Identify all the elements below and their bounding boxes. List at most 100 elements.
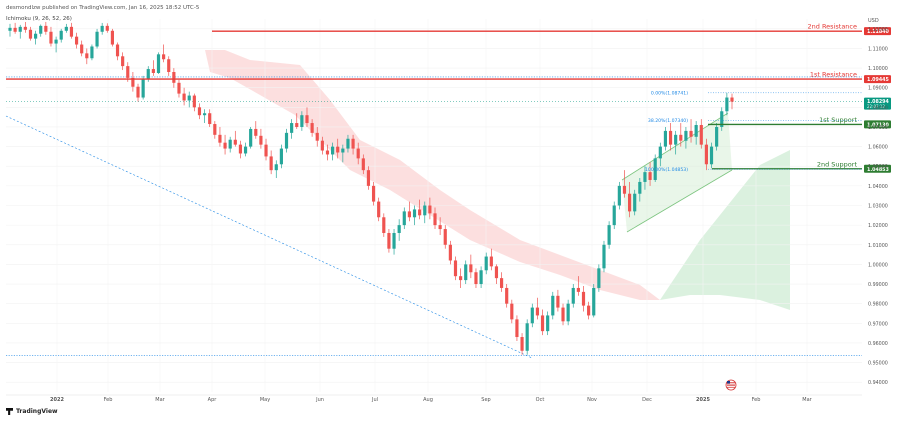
fib-level-1: 38.20%(1.07340) [648,118,862,124]
candle-body [453,260,458,277]
candle-119 [617,181,621,210]
candle-128 [663,126,668,151]
x-tick-label: Mar [802,397,812,403]
candle-body [249,128,253,147]
x-tick-label: Apr [208,397,218,403]
y-tick-label: 1.00000 [868,262,888,268]
candle-body [474,272,478,285]
candle-body [520,337,524,351]
candle-40 [213,121,217,139]
candle-body [464,264,468,281]
candle-body [320,140,324,151]
candle-70 [366,166,371,190]
candle-body [126,66,130,78]
candle-96 [499,272,504,292]
candle-122 [633,189,637,216]
us-flag-icon [725,379,737,391]
candle-55 [290,119,294,139]
level-2nd-support: 2nd Support 1.04853 [712,160,891,173]
y-tick-label: 0.94000 [868,380,888,386]
candle-9 [54,36,58,53]
candle-body [469,264,473,273]
candle-body [105,25,109,31]
candle-body [341,148,345,153]
channel-fill [622,113,732,232]
candle-114 [592,284,596,318]
candle-91 [474,268,478,288]
level-1st-resistance: 1st Resistance 1.09445 [6,71,891,84]
candle-body [587,305,591,316]
candle-42 [223,134,227,155]
descending-trendline [5,115,533,359]
candle-41 [218,126,222,147]
candle-139 [720,107,724,131]
candle-24 [131,72,135,92]
candle-94 [489,248,493,271]
candle-28 [151,60,155,76]
candle-102 [530,303,534,328]
indicator-legend[interactable]: Ichimoku (9, 26, 52, 26) [6,16,72,22]
x-tick-label: Aug [423,397,433,403]
candle-67 [351,134,355,155]
candle-body [238,144,243,154]
level-1st-support: 1st Support 1.07130 [708,116,891,129]
y-tick-label: 0.95000 [868,361,888,367]
candle-30 [162,44,166,63]
candle-body [136,86,140,98]
candle-body [64,26,68,31]
candle-72 [377,197,381,222]
price-axis[interactable]: USD1.120001.110001.100001.090001.080001.… [868,18,888,386]
candle-25 [136,83,140,102]
time-axis[interactable]: 2022 Feb Mar Apr May Jun Jul Aug Sep Oct Nov Dec 202… [6,394,862,403]
candle-body [172,72,176,83]
candle-62 [325,144,330,161]
candle-20 [110,28,114,47]
candle-body [699,125,703,145]
candle-body [628,193,632,212]
candle-32 [172,68,176,88]
candle-76 [397,219,401,241]
tradingview-logo[interactable]: TradingView [6,408,58,415]
candle-19 [105,23,109,33]
candle-body [315,132,319,141]
candle-body [187,95,191,101]
candle-43 [228,136,232,153]
candle-126 [653,154,657,182]
candle-22 [121,52,125,71]
candle-body [571,287,575,304]
candle-5 [34,30,38,45]
candle-63 [331,142,335,161]
candle-61 [320,136,324,155]
candle-body [69,26,74,37]
candle-2 [18,24,22,39]
candle-body [182,93,186,101]
candle-body [602,244,606,269]
candle-body [546,315,550,332]
candle-17 [95,28,99,49]
x-tick-label: Mar [155,397,165,403]
candle-body [377,201,381,218]
candle-body [233,139,237,145]
candle-body [479,270,483,285]
candle-body [197,107,202,116]
candle-127 [658,142,662,167]
candle-body [13,27,17,32]
candle-body [530,307,534,324]
candle-92 [479,266,483,288]
candle-body [684,130,688,141]
candle-body [704,144,708,165]
candle-body [356,148,360,159]
candle-body [95,31,99,47]
candle-29 [156,52,161,74]
candle-body [90,46,94,59]
x-tick-label: Feb [104,397,113,403]
candle-11 [64,23,68,33]
candle-8 [49,26,53,47]
fibonacci-labels: 0.00%(1.08741) 38.20%(1.07340) 100.00%(1.0… [645,91,862,173]
candle-101 [525,319,529,355]
level-name: 2nd Support [817,160,858,168]
candle-118 [612,201,616,230]
candle-124 [643,166,647,190]
